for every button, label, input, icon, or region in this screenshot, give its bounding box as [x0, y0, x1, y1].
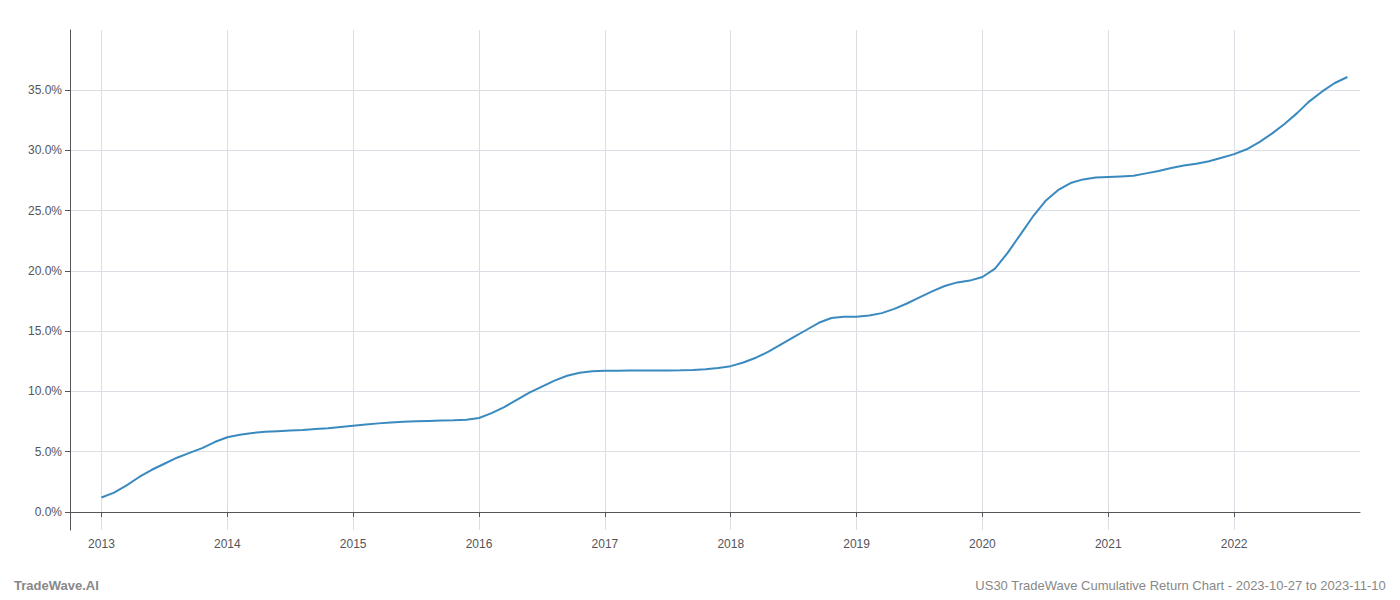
- svg-text:0.0%: 0.0%: [35, 505, 63, 519]
- svg-text:30.0%: 30.0%: [28, 143, 62, 157]
- svg-text:2019: 2019: [843, 537, 870, 551]
- svg-text:2022: 2022: [1221, 537, 1248, 551]
- svg-text:25.0%: 25.0%: [28, 204, 62, 218]
- svg-text:2021: 2021: [1095, 537, 1122, 551]
- svg-text:2013: 2013: [88, 537, 115, 551]
- svg-text:2017: 2017: [592, 537, 619, 551]
- svg-text:2015: 2015: [340, 537, 367, 551]
- svg-text:20.0%: 20.0%: [28, 264, 62, 278]
- svg-text:2020: 2020: [969, 537, 996, 551]
- svg-text:US30 TradeWave Cumulative Retu: US30 TradeWave Cumulative Return Chart -…: [975, 578, 1385, 593]
- svg-text:35.0%: 35.0%: [28, 83, 62, 97]
- svg-text:5.0%: 5.0%: [35, 445, 63, 459]
- svg-text:15.0%: 15.0%: [28, 324, 62, 338]
- svg-text:TradeWave.AI: TradeWave.AI: [14, 578, 99, 593]
- svg-text:2016: 2016: [466, 537, 493, 551]
- svg-text:10.0%: 10.0%: [28, 384, 62, 398]
- svg-text:2018: 2018: [717, 537, 744, 551]
- svg-text:2014: 2014: [214, 537, 241, 551]
